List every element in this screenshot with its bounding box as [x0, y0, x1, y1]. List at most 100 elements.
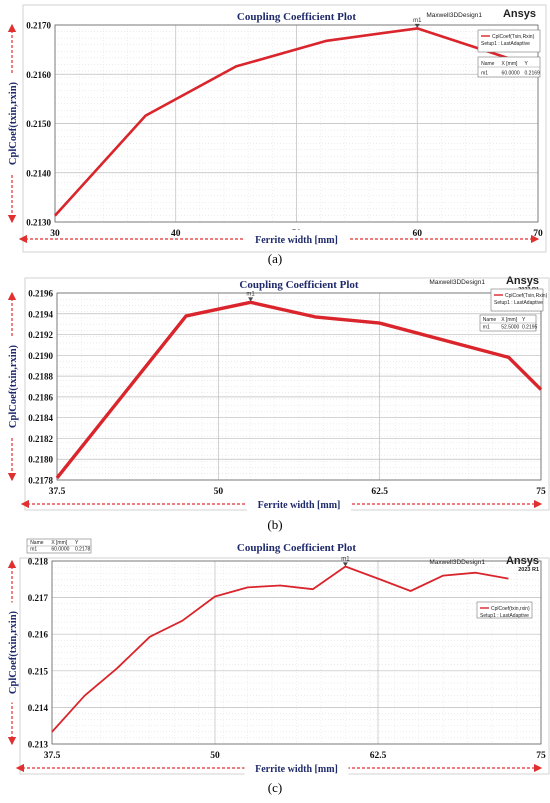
x-tick-label: 50: [210, 751, 220, 761]
software-name: Maxwell3DDesign1: [429, 559, 485, 566]
marker-table-header: Y: [525, 61, 529, 67]
x-tick-label: 62.5: [371, 487, 388, 497]
ansys-logo: Ansys: [506, 555, 539, 567]
x-label-backdrop: [244, 230, 349, 246]
x-tick-label: 75: [536, 751, 546, 761]
legend-box: [476, 601, 533, 619]
y-axis-label: CplCoef(txin,rxin): [8, 81, 19, 165]
marker-table-cell: 60.0000: [51, 547, 69, 553]
ansys-version: 2023 R1: [518, 567, 539, 573]
marker-table-header: Name: [481, 61, 495, 67]
marker-m1-glyph: [248, 297, 254, 302]
plot-area: [51, 560, 542, 745]
marker-table-cell: 0.2178: [75, 547, 91, 553]
y-tick-label: 0.2186: [28, 392, 53, 402]
y-tick-label: 0.215: [28, 666, 49, 676]
y-label-backdrop: [6, 602, 18, 703]
marker-table-cell: 52.5000: [501, 325, 519, 331]
legend-series-name: CplCoef(Txin,Rxin): [505, 293, 548, 299]
ansys-logo: Ansys: [506, 275, 539, 287]
y-tick-label: 0.218: [28, 557, 49, 567]
y-tick-label: 0.2184: [28, 413, 53, 423]
x-tick-label: 60: [413, 229, 423, 239]
marker-table-header: X [mm]: [51, 540, 67, 546]
series-line-1: [51, 565, 509, 733]
series-line-1: [54, 27, 509, 217]
plot-frame: [22, 4, 547, 253]
y-tick-label: 0.2178: [28, 476, 53, 486]
plot-frame: [19, 557, 550, 775]
y-tick-label: 0.2180: [28, 455, 53, 465]
x-axis-label: Ferrite width [mm]: [255, 764, 338, 775]
y-tick-label: 0.2160: [26, 70, 51, 80]
legend-box: [490, 288, 544, 312]
legend-box: [477, 29, 541, 53]
marker-table-cell: 0.2169: [525, 71, 541, 77]
marker-m1-label: m1: [246, 291, 255, 297]
y-tick-label: 0.214: [28, 703, 49, 713]
x-axis-label: Ferrite width [mm]: [255, 235, 338, 246]
x-tick-label: 37.5: [44, 751, 61, 761]
legend-series-name: CplCoef(Txin,Rxin): [492, 34, 535, 40]
software-name: Maxwell3DDesign1: [429, 279, 485, 286]
marker-table-header: Y: [75, 540, 79, 546]
legend-setup: Setup1 : LastAdaptive: [494, 300, 543, 306]
chart-title: Coupling Coefficient Plot: [237, 11, 356, 23]
x-tick-label: 30: [50, 229, 60, 239]
legend-setup: Setup1 : LastAdaptive: [481, 41, 530, 47]
software-name: Maxwell3DDesign1: [426, 12, 482, 19]
y-tick-label: 0.2192: [28, 330, 53, 340]
marker-m1-glyph: [342, 562, 348, 567]
y-tick-label: 0.213: [28, 740, 49, 750]
chart-panel-1: 30405060700.21300.21400.21500.21600.2170…: [6, 4, 547, 266]
x-tick-label: 70: [533, 229, 543, 239]
marker-table-header: Y: [522, 317, 526, 323]
y-tick-label: 0.217: [28, 593, 49, 603]
panel-label: (c): [268, 780, 282, 795]
marker-table-header: Name: [483, 317, 497, 323]
x-tick-label: 62.5: [370, 751, 387, 761]
plot-area: [56, 292, 542, 481]
marker-table-header: X [mm]: [501, 317, 517, 323]
y-axis-label: CplCoef(txin,rxin): [8, 610, 19, 694]
series-line-1: [55, 300, 543, 479]
legend-series-name: CplCoef(txin,rxin): [491, 606, 530, 612]
x-tick-label: 37.5: [49, 487, 66, 497]
plot-area: [54, 24, 539, 223]
x-tick-label: 75: [536, 487, 546, 497]
marker-table-header: X [mm]: [502, 61, 518, 67]
x-tick-label: 50: [214, 487, 224, 497]
marker-table-header: Name: [30, 540, 44, 546]
x-tick-label: 40: [171, 229, 181, 239]
y-tick-label: 0.2194: [28, 309, 53, 319]
y-tick-label: 0.2150: [26, 119, 51, 129]
y-label-backdrop: [6, 336, 18, 437]
marker-m1-label: m1: [413, 18, 422, 24]
chart-title: Coupling Coefficient Plot: [239, 279, 358, 291]
y-tick-label: 0.2140: [26, 168, 51, 178]
x-axis-label: Ferrite width [mm]: [258, 500, 341, 511]
y-tick-label: 0.2188: [28, 372, 53, 382]
marker-table-cell: m1: [30, 547, 37, 553]
panel-label: (b): [267, 517, 282, 532]
y-tick-label: 0.2196: [28, 289, 53, 299]
y-tick-label: 0.216: [28, 630, 49, 640]
marker-table-cell: 0.2195: [522, 325, 538, 331]
marker-m1-glyph: [414, 23, 420, 28]
ansys-logo: Ansys: [503, 8, 536, 20]
x-label-backdrop: [244, 759, 349, 775]
y-tick-label: 0.2182: [28, 434, 53, 444]
panel-label: (a): [268, 251, 282, 266]
marker-m1-label: m1: [341, 556, 350, 562]
y-tick-label: 0.2170: [26, 21, 51, 31]
marker-table-cell: 60.0000: [502, 71, 520, 77]
chart-panel-3: 37.5 50 62.5 75 0.213 0.214 0.215 0.216 0.217 0.2…: [6, 538, 550, 795]
y-tick-label: 0.2190: [28, 351, 53, 361]
y-label-backdrop: [6, 73, 18, 174]
chart-title: Coupling Coefficient Plot: [237, 542, 356, 554]
x-label-backdrop: [247, 495, 351, 511]
y-tick-label: 0.2130: [26, 218, 51, 228]
chart-panel-2: 37.5 50 62.5 75 0.2178 0.2180 0.2182 0.2184 0.21…: [6, 275, 550, 532]
marker-table-cell: m1: [481, 71, 488, 77]
